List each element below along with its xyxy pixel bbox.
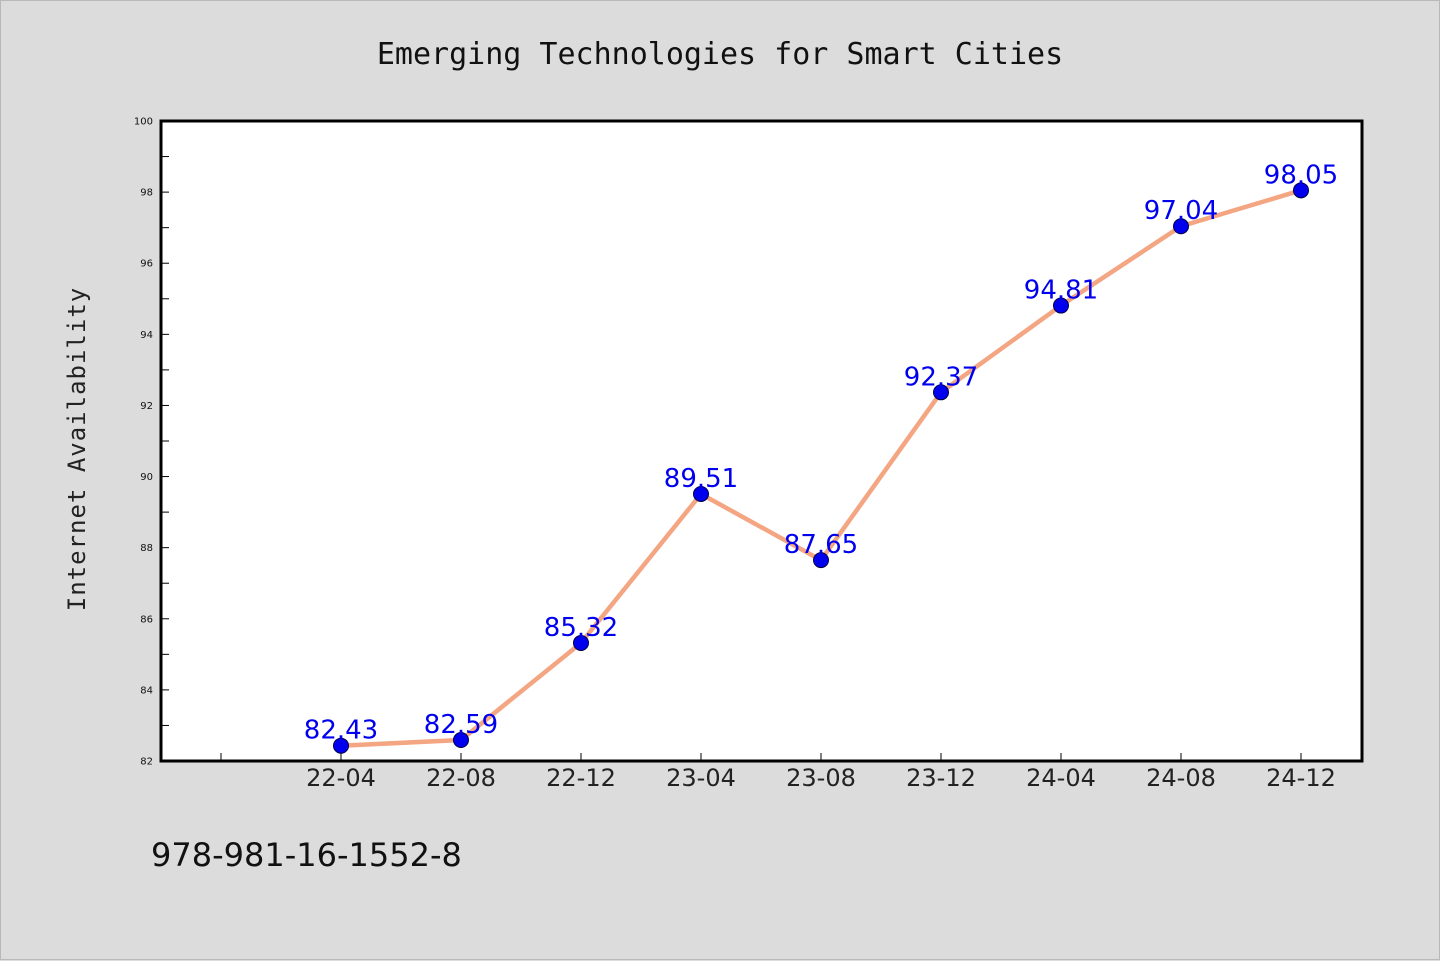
- y-tick-label: 96: [140, 259, 153, 270]
- y-axis-label: Internet Availability: [63, 287, 91, 611]
- x-axis: 22-04 22-08 22-12 23-04 23-08 23-12 24-04 24-08…: [220, 753, 1336, 792]
- x-tick-label: 22-12: [546, 764, 616, 792]
- y-tick-label: 84: [140, 685, 153, 696]
- data-labels: 82.43 82.59 85.32 89.51 87.65 92.37 94.81 97.04…: [304, 160, 1338, 745]
- data-label: 94.81: [1024, 276, 1098, 306]
- y-tick-label: 100: [134, 117, 153, 128]
- x-tick-label: 24-08: [1146, 764, 1216, 792]
- data-point: [933, 384, 949, 401]
- y-tick-label: 92: [140, 401, 153, 412]
- data-point: [1293, 182, 1309, 199]
- y-tick-label: 86: [140, 614, 153, 625]
- plot-frame: [159, 119, 1364, 763]
- x-tick-label: 23-04: [666, 764, 736, 792]
- data-label: 82.59: [424, 710, 498, 740]
- data-point: [813, 552, 829, 569]
- x-tick-label: 23-12: [906, 764, 976, 792]
- y-tick-label: 90: [140, 472, 153, 483]
- y-tick-label: 88: [140, 543, 153, 554]
- y-tick-label: 82: [140, 757, 153, 768]
- plot-area: [161, 121, 1362, 761]
- data-point: [453, 732, 469, 749]
- series-markers: [333, 182, 1309, 754]
- data-point: [1173, 218, 1189, 235]
- data-label: 87.65: [784, 530, 858, 560]
- chart-title: Emerging Technologies for Smart Cities: [377, 37, 1063, 72]
- x-tick-label: 24-12: [1266, 764, 1336, 792]
- data-label: 85.32: [544, 613, 618, 643]
- data-label: 97.04: [1144, 196, 1218, 226]
- data-point: [693, 485, 709, 502]
- y-tick-label: 94: [140, 330, 153, 341]
- data-point: [573, 634, 589, 651]
- data-label: 82.43: [304, 716, 378, 746]
- x-tick-label: 22-04: [306, 764, 376, 792]
- x-tick-label: 23-08: [786, 764, 856, 792]
- data-label: 92.37: [904, 362, 978, 392]
- data-point: [1053, 297, 1069, 314]
- data-label: 98.05: [1264, 160, 1338, 190]
- data-point: [333, 737, 349, 754]
- y-tick-label: 98: [140, 188, 153, 199]
- x-tick-label: 22-08: [426, 764, 496, 792]
- isbn-text: 978-981-16-1552-8: [151, 836, 462, 874]
- data-label: 89.51: [664, 464, 738, 494]
- x-tick-label: 24-04: [1026, 764, 1096, 792]
